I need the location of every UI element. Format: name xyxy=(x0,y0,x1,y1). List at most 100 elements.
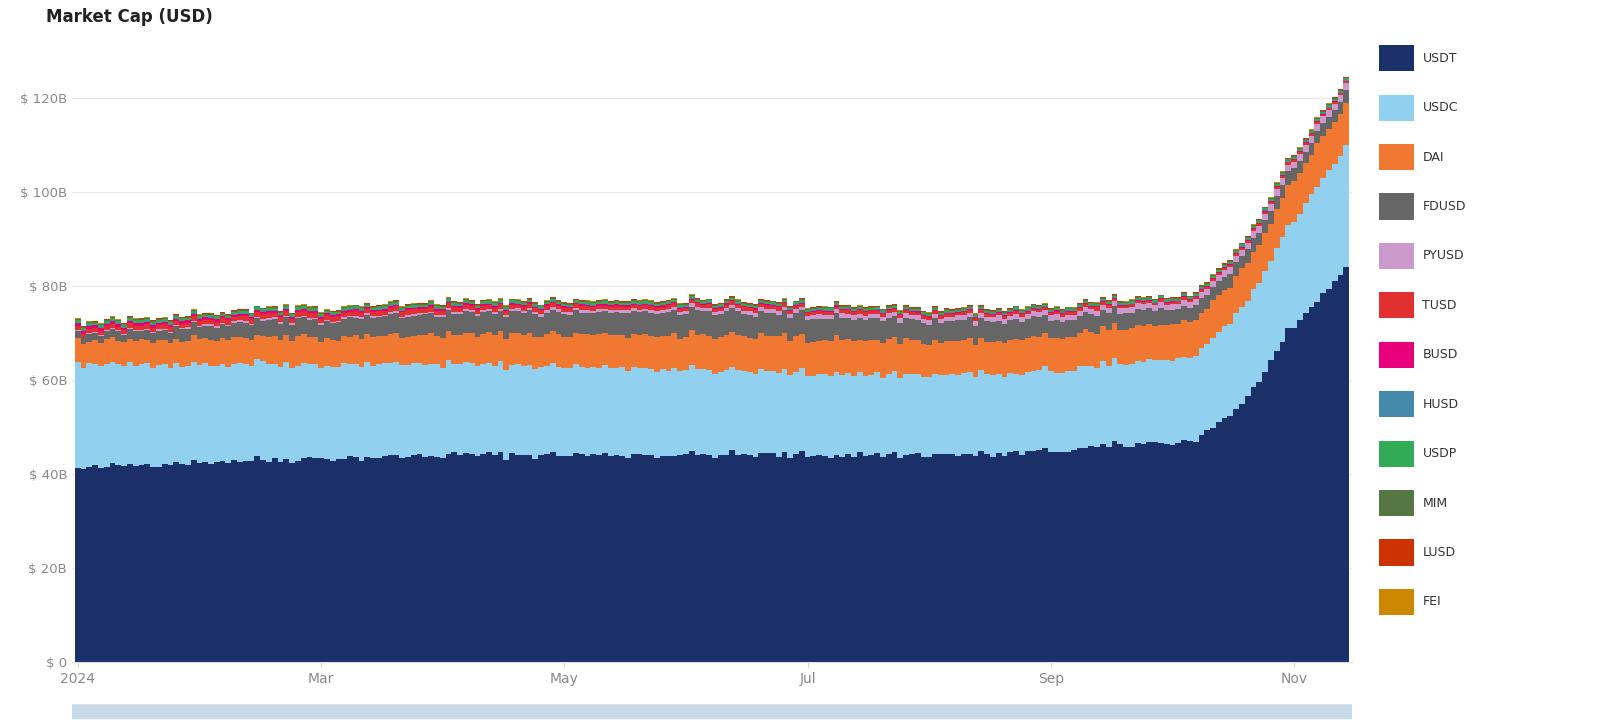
Bar xyxy=(394,306,400,311)
Bar xyxy=(834,371,840,455)
Bar xyxy=(944,454,949,662)
Bar xyxy=(458,313,462,314)
Bar xyxy=(197,365,202,462)
Bar xyxy=(886,307,891,309)
Bar xyxy=(411,308,416,310)
Bar xyxy=(382,316,387,336)
Bar xyxy=(683,314,690,337)
Bar xyxy=(648,301,654,302)
Bar xyxy=(794,454,798,662)
Bar xyxy=(526,304,533,308)
Bar xyxy=(416,304,422,305)
Bar xyxy=(1302,145,1309,152)
Bar xyxy=(294,310,301,312)
Bar xyxy=(1106,308,1112,313)
Bar xyxy=(290,369,294,462)
Bar xyxy=(1130,313,1134,328)
Bar xyxy=(538,317,544,337)
Bar xyxy=(144,322,150,324)
Bar xyxy=(973,318,979,321)
Bar xyxy=(683,454,690,662)
Bar xyxy=(434,337,440,364)
Bar xyxy=(243,314,248,316)
Bar xyxy=(1077,449,1083,662)
Bar xyxy=(544,313,550,334)
Bar xyxy=(150,328,155,332)
Bar xyxy=(1170,361,1176,445)
Bar xyxy=(637,302,643,304)
Bar xyxy=(1083,366,1088,448)
Bar xyxy=(365,305,370,307)
Bar xyxy=(1088,366,1094,446)
Bar xyxy=(973,457,979,662)
Bar xyxy=(944,316,949,321)
Bar xyxy=(387,334,394,364)
Bar xyxy=(491,366,498,455)
Bar xyxy=(341,313,347,317)
Bar xyxy=(862,320,869,341)
Bar xyxy=(949,310,955,313)
Bar xyxy=(110,318,115,321)
Bar xyxy=(445,299,451,301)
Bar xyxy=(1176,304,1181,310)
Bar xyxy=(1302,140,1309,141)
Bar xyxy=(1262,220,1269,233)
Bar xyxy=(723,300,730,301)
Bar xyxy=(798,334,805,368)
Bar xyxy=(1238,247,1245,250)
Bar xyxy=(902,307,909,309)
Bar xyxy=(816,341,822,374)
Bar xyxy=(155,325,162,329)
Bar xyxy=(1245,301,1251,396)
Bar xyxy=(323,321,330,338)
Bar xyxy=(504,307,509,309)
Bar xyxy=(283,362,290,459)
Bar xyxy=(150,332,155,333)
Bar xyxy=(80,328,86,330)
Bar xyxy=(626,310,630,313)
Bar xyxy=(1152,442,1158,662)
Bar xyxy=(226,326,232,340)
Bar xyxy=(741,308,747,311)
Bar xyxy=(376,306,382,307)
Bar xyxy=(197,462,202,662)
Bar xyxy=(787,318,794,341)
Bar xyxy=(1176,443,1181,662)
Bar xyxy=(1094,306,1101,308)
Bar xyxy=(672,302,677,303)
Bar xyxy=(619,302,626,303)
Bar xyxy=(219,313,226,316)
Bar xyxy=(458,302,462,303)
Bar xyxy=(834,313,840,335)
Bar xyxy=(405,305,411,308)
Bar xyxy=(856,452,862,662)
Bar xyxy=(1048,315,1054,321)
Bar xyxy=(150,333,155,343)
Bar xyxy=(602,364,608,453)
Bar xyxy=(874,311,880,314)
Bar xyxy=(197,326,202,327)
Bar xyxy=(232,321,237,323)
Bar xyxy=(562,337,568,368)
Bar xyxy=(822,340,827,374)
Bar xyxy=(915,308,920,309)
Bar xyxy=(1314,131,1320,143)
Bar xyxy=(1070,450,1077,662)
Bar xyxy=(654,311,659,314)
Bar xyxy=(962,308,966,309)
Bar xyxy=(1163,361,1170,444)
Bar xyxy=(1094,316,1101,334)
Bar xyxy=(1326,129,1331,170)
Bar xyxy=(248,324,254,325)
Bar xyxy=(1019,375,1024,454)
Bar xyxy=(613,312,619,335)
Bar xyxy=(237,462,243,662)
Bar xyxy=(944,313,949,316)
Bar xyxy=(933,374,938,454)
Bar xyxy=(822,316,827,319)
Bar xyxy=(248,319,254,324)
Bar xyxy=(347,337,354,364)
Bar xyxy=(226,318,232,320)
Bar xyxy=(422,305,429,307)
Bar xyxy=(608,307,613,310)
